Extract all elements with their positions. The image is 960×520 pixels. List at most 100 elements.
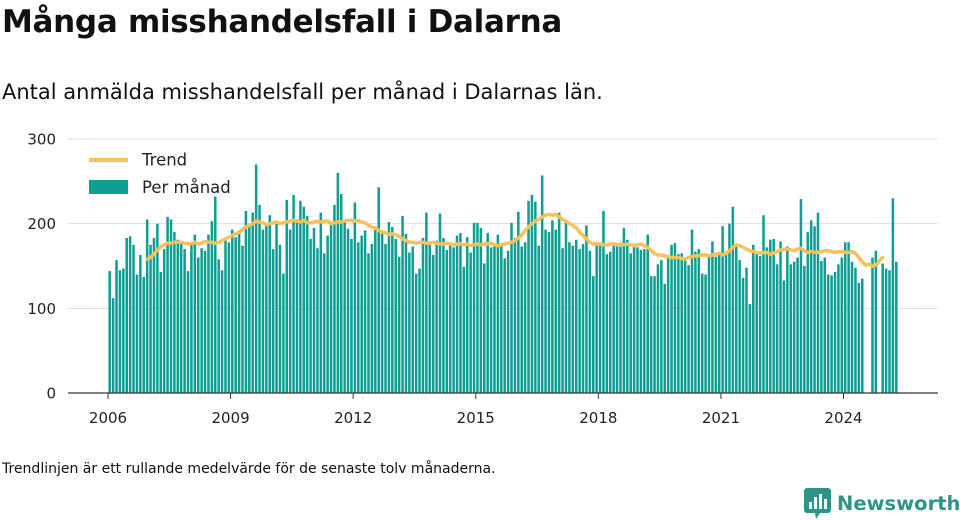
bar [139,254,142,393]
bar [210,221,214,393]
bar [632,243,636,393]
bar [350,238,353,393]
bar [299,200,302,393]
y-tick-label: 0 [46,385,56,403]
bar [435,240,438,393]
bar [231,229,234,393]
bar [329,222,333,393]
bar [282,273,285,393]
bar [261,229,265,393]
bar [404,233,408,393]
y-tick-label: 300 [27,131,56,149]
bar [786,246,789,393]
bar [615,246,619,393]
bar [871,257,874,393]
bar [431,254,435,393]
bar [551,220,554,393]
bar [619,246,622,393]
bar [217,259,220,393]
bar [680,253,684,393]
bar [183,249,186,393]
bar [397,256,401,393]
bar [353,202,357,393]
bar [496,234,500,393]
bar [486,232,489,393]
bar [891,198,895,393]
legend-bar-swatch [89,180,128,194]
bar [796,257,799,393]
bar [540,175,544,393]
bar [265,223,268,393]
bar [309,238,312,393]
bar [339,194,343,393]
bar [387,221,391,393]
bar [677,254,680,393]
bar [789,264,792,393]
bar [738,260,741,393]
bar [714,256,718,393]
bar [411,246,415,393]
bar [408,252,411,393]
bar [700,273,704,393]
bar [203,250,207,393]
bar [707,256,711,393]
bar [534,201,537,393]
newsworthy-logo-icon [804,488,831,519]
bar [196,257,200,393]
bar [554,229,558,393]
legend-bar-label: Per månad [142,178,231,197]
bar [455,235,459,393]
trend-line [145,212,885,268]
bar [649,276,653,393]
bar [292,194,295,393]
bar [860,278,864,393]
bar [506,250,510,393]
bar [472,222,476,393]
bar [115,260,118,393]
bar [268,215,272,393]
bar [809,220,813,393]
bar [162,249,166,393]
bar [176,239,180,393]
x-tick-label: 2018 [579,409,617,427]
chart-title: Många misshandelsfall i Dalarna [2,4,562,40]
bar [465,237,469,393]
bar [190,244,193,393]
bar [278,244,282,393]
bar [244,210,248,393]
bar [333,205,336,393]
bar [792,261,796,393]
bar [646,234,649,393]
bar [200,248,203,393]
bar [476,222,479,393]
bar [401,216,404,393]
bar [622,227,626,393]
bar [142,277,146,393]
bar [483,263,486,393]
bar [544,229,547,393]
bar [258,205,261,393]
bar [755,254,758,393]
bar [772,238,775,393]
bar [663,283,667,393]
bar [418,268,421,393]
bar [336,172,340,393]
bar [414,273,418,393]
x-tick-label: 2012 [334,409,372,427]
bar [523,242,527,393]
bar [639,249,643,393]
bar [850,261,854,393]
bar [711,241,714,393]
bar [118,270,122,393]
bar [517,211,520,393]
bar [578,249,581,393]
bar [193,234,197,393]
bar [758,255,762,393]
bar [571,245,575,393]
bar [445,249,449,393]
bar [128,236,132,393]
bar [285,199,289,393]
bar [391,227,394,393]
bar [653,276,656,393]
